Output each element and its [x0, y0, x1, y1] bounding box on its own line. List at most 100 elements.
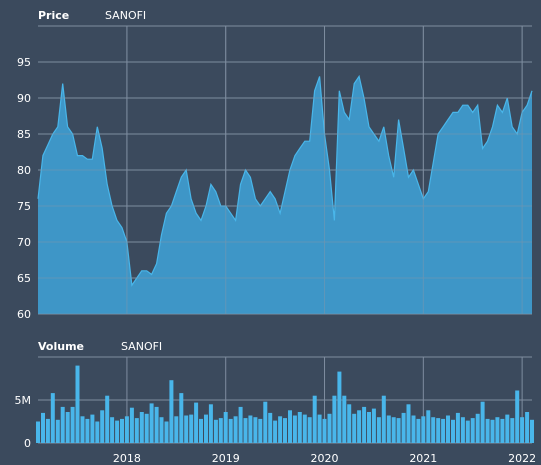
- volume-bar: [233, 416, 238, 443]
- volume-bar: [317, 414, 322, 443]
- volume-bar: [426, 410, 431, 443]
- volume-bar: [436, 418, 441, 443]
- volume-bar: [386, 415, 391, 443]
- volume-bar: [352, 413, 357, 443]
- volume-bar: [367, 412, 371, 443]
- volume-bar: [184, 415, 189, 443]
- volume-bar: [416, 418, 421, 443]
- volume-bar: [381, 395, 386, 443]
- volume-bar: [347, 404, 352, 443]
- volume-bar: [322, 418, 327, 443]
- volume-bar: [60, 406, 65, 443]
- volume-bar: [446, 415, 450, 443]
- volume-bar: [520, 417, 525, 443]
- volume-bar: [218, 418, 223, 443]
- x-tick-label: 2019: [212, 452, 240, 465]
- volume-bar: [174, 416, 179, 443]
- volume-bar: [401, 412, 406, 443]
- volume-y-axis: 0 5M: [15, 394, 32, 450]
- volume-bar: [530, 419, 534, 443]
- price-y-tick-label: 85: [17, 128, 31, 141]
- price-y-tick-label: 90: [17, 92, 31, 105]
- volume-bar: [288, 410, 292, 443]
- volume-bar: [85, 418, 90, 443]
- volume-bar: [105, 395, 110, 443]
- volume-bar: [144, 413, 149, 443]
- volume-panel-title: Volume: [38, 340, 84, 353]
- price-y-tick-label: 75: [17, 200, 31, 213]
- volume-bar: [470, 418, 475, 443]
- volume-y-tick-label: 0: [24, 437, 31, 450]
- volume-bar: [421, 416, 426, 443]
- volume-bar: [258, 418, 263, 443]
- x-tick-label: 2018: [113, 452, 141, 465]
- x-tick-label: 2021: [409, 452, 437, 465]
- volume-bar: [110, 417, 115, 443]
- volume-bar: [297, 412, 302, 443]
- volume-bar: [515, 390, 520, 443]
- volume-bar: [223, 412, 228, 443]
- volume-bar: [75, 365, 80, 443]
- volume-bar: [283, 418, 287, 443]
- volume-bar: [70, 406, 75, 443]
- volume-bar: [465, 420, 470, 443]
- price-y-tick-label: 65: [17, 272, 31, 285]
- volume-bar: [41, 412, 45, 443]
- x-tick-label: 2022: [508, 452, 536, 465]
- volume-bar: [268, 412, 273, 443]
- volume-bar: [480, 401, 485, 443]
- volume-bar: [431, 417, 436, 443]
- volume-bar: [45, 418, 50, 443]
- volume-bar: [312, 395, 317, 443]
- price-panel-header: Price SANOFI: [38, 9, 146, 22]
- price-y-tick-label: 80: [17, 164, 31, 177]
- volume-bar: [292, 415, 297, 443]
- volume-bar: [376, 417, 381, 443]
- volume-bar: [451, 419, 455, 443]
- volume-bar: [455, 412, 460, 443]
- volume-bar: [154, 406, 159, 443]
- volume-bar: [194, 402, 199, 443]
- price-y-tick-label: 70: [17, 236, 31, 249]
- volume-bar: [204, 414, 208, 443]
- volume-bar: [495, 417, 500, 443]
- volume-bar: [490, 419, 495, 443]
- volume-bar: [189, 414, 194, 443]
- volume-bar: [278, 416, 283, 443]
- volume-bar: [307, 417, 312, 443]
- price-panel-title: Price: [38, 9, 69, 22]
- volume-bar: [391, 417, 396, 443]
- volume-bar: [159, 417, 164, 443]
- volume-bar: [248, 415, 253, 443]
- volume-bar: [179, 393, 184, 443]
- volume-bar: [90, 414, 95, 443]
- volume-bar: [208, 404, 213, 443]
- volume-bar: [332, 395, 337, 443]
- volume-bar: [129, 407, 134, 443]
- volume-bar: [337, 371, 342, 443]
- volume-bar: [327, 413, 332, 443]
- volume-bar: [124, 416, 129, 443]
- volume-bar: [134, 418, 139, 443]
- volume-bar: [253, 417, 258, 443]
- volume-bar: [238, 406, 243, 443]
- price-plot: [37, 26, 533, 315]
- price-line: [37, 74, 533, 287]
- volume-bar: [371, 408, 376, 443]
- price-y-tick-label: 60: [17, 308, 31, 321]
- volume-bar: [243, 418, 248, 443]
- volume-plot: [36, 365, 534, 443]
- x-tick-label: 2020: [311, 452, 339, 465]
- volume-bar: [164, 421, 169, 443]
- volume-bar: [213, 419, 218, 443]
- volume-bar: [406, 404, 411, 443]
- volume-bar: [273, 420, 278, 443]
- volume-bar: [263, 401, 268, 443]
- volume-bar: [139, 412, 144, 443]
- volume-bar: [411, 415, 416, 443]
- volume-bar: [50, 393, 55, 443]
- volume-bar: [505, 414, 510, 443]
- volume-bar: [500, 418, 505, 443]
- volume-y-tick-label: 5M: [15, 394, 32, 407]
